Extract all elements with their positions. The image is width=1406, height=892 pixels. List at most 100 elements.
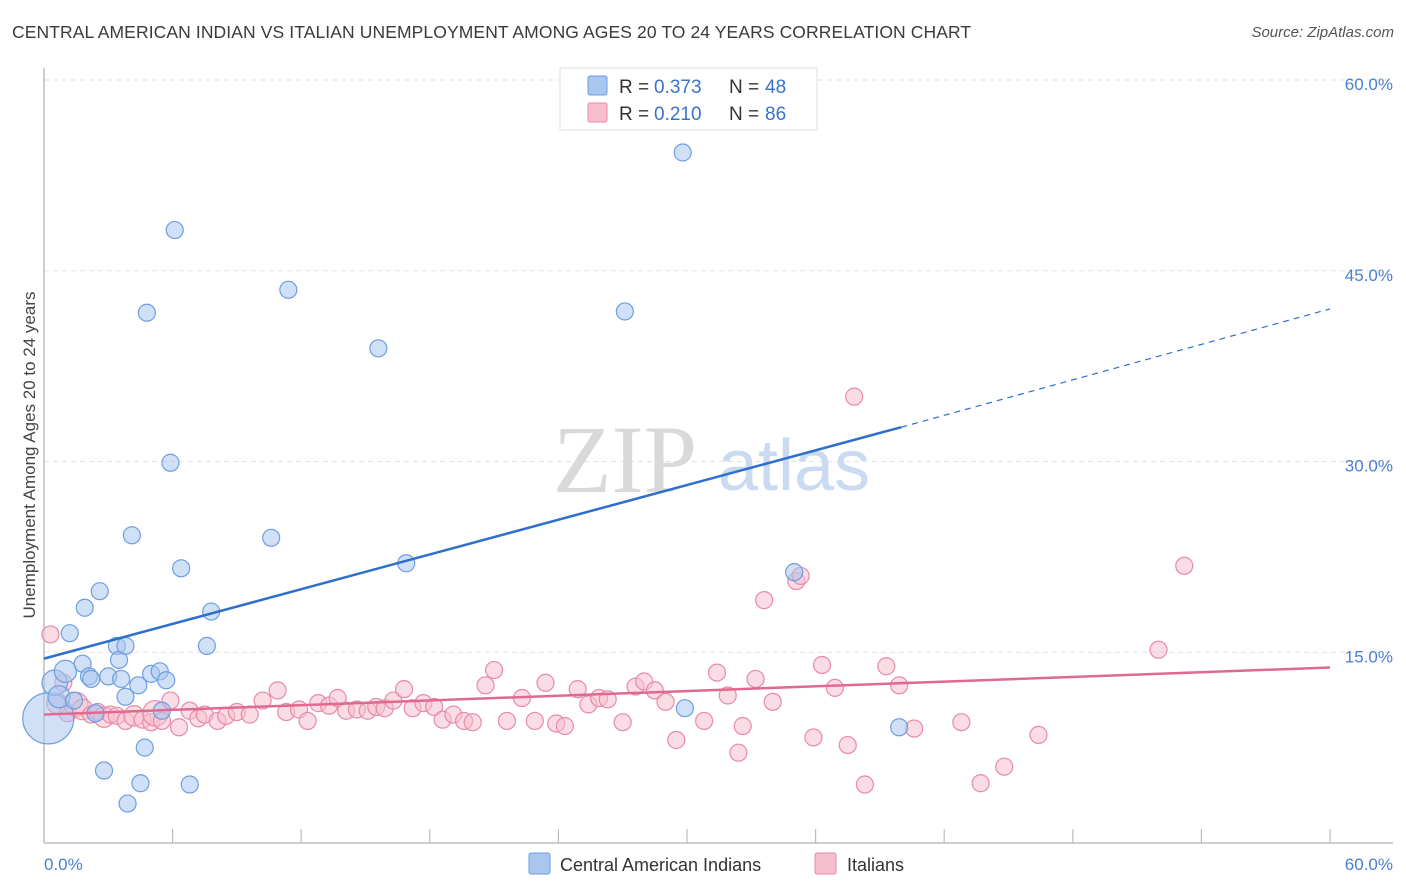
italians-point	[804, 728, 823, 747]
correlation-legend: R = 0.373 N = 48 R = 0.210 N = 86	[559, 67, 818, 131]
italians-point	[667, 730, 686, 750]
italians-point	[812, 655, 832, 675]
y-tick-label: 45.0%	[1345, 266, 1393, 285]
italians-point	[253, 691, 272, 710]
italians-point	[845, 387, 864, 406]
series-label-italians: Italians	[847, 855, 904, 875]
y-tick-labels: 15.0% 30.0% 45.0% 60.0%	[1345, 75, 1393, 666]
central-american-indians-point	[262, 528, 281, 547]
legend-n-label-blue: N =	[729, 77, 759, 98]
source-note: Source: ZipAtlas.com	[1251, 24, 1394, 41]
italians-point	[485, 660, 504, 680]
italians-point	[733, 716, 752, 736]
italians-point	[525, 711, 544, 731]
italians-point	[838, 735, 857, 755]
central-american-indians-point	[673, 143, 692, 162]
italians-point	[463, 713, 482, 732]
series-swatch-central-american-indians	[528, 852, 551, 875]
legend-n-label-pink: N =	[729, 104, 759, 125]
trend-lines	[43, 308, 1331, 716]
italians-point	[41, 625, 60, 644]
italians-point	[476, 676, 495, 695]
central-american-indians-point	[116, 687, 135, 706]
legend-swatch-blue	[587, 75, 608, 96]
italians-point	[240, 705, 259, 724]
x-axis-ticks	[172, 829, 1331, 843]
central-american-indians-point	[180, 775, 199, 794]
legend-n-value-pink: 86	[765, 104, 786, 125]
italians-point	[995, 757, 1014, 776]
italians-point	[825, 678, 844, 697]
central-american-indians-point	[60, 624, 79, 643]
x-tick-label-max: 60.0%	[1345, 855, 1393, 874]
legend-n-value-blue: 48	[765, 77, 786, 98]
italians-points	[41, 387, 1194, 794]
italians-point	[1029, 725, 1048, 745]
watermark-zip: ZIP	[553, 406, 697, 513]
italians-point	[394, 680, 414, 699]
series-label-central-american-indians: Central American Indians	[560, 855, 761, 875]
central-american-indians-point	[675, 699, 694, 718]
trend-line-central-american-indians	[43, 425, 902, 660]
trend-line-italians	[43, 666, 1331, 716]
central-american-indians-points	[22, 143, 909, 813]
central-american-indians-point	[116, 636, 135, 655]
central-american-indians-point	[165, 220, 184, 240]
x-tick-label-min: 0.0%	[44, 855, 83, 874]
italians-point	[656, 692, 675, 711]
italians-point	[695, 711, 714, 731]
italians-point	[298, 711, 317, 731]
y-tick-label: 30.0%	[1345, 457, 1393, 476]
central-american-indians-point	[122, 526, 141, 545]
italians-point	[1175, 556, 1194, 575]
italians-point	[497, 711, 517, 731]
central-american-indians-point	[94, 761, 114, 780]
central-american-indians-point	[129, 676, 148, 695]
italians-point	[536, 673, 555, 692]
central-american-indians-point	[90, 582, 109, 601]
legend-r-value-pink: 0.210	[654, 104, 702, 125]
central-american-indians-point	[161, 453, 180, 472]
italians-point	[328, 688, 347, 708]
italians-point	[169, 718, 189, 737]
italians-point	[613, 713, 632, 732]
italians-point	[568, 680, 587, 699]
central-american-indians-point	[197, 636, 216, 655]
y-axis-title: Unemployment Among Ages 20 to 24 years	[20, 292, 39, 619]
central-american-indians-point	[53, 659, 78, 683]
italians-point	[707, 663, 727, 682]
central-american-indians-point	[135, 738, 154, 757]
central-american-indians-point	[82, 669, 101, 689]
legend-r-label-pink: R =	[619, 104, 649, 125]
chart-title: CENTRAL AMERICAN INDIAN VS ITALIAN UNEMP…	[12, 22, 972, 42]
italians-point	[890, 676, 909, 695]
italians-point	[555, 716, 574, 736]
central-american-indians-point	[112, 669, 131, 689]
y-tick-label: 15.0%	[1345, 647, 1393, 666]
italians-point	[746, 669, 765, 689]
central-american-indians-point	[785, 563, 804, 582]
italians-point	[763, 692, 782, 711]
italians-point	[755, 591, 774, 610]
central-american-indians-point	[279, 280, 298, 299]
y-tick-label: 60.0%	[1345, 75, 1393, 94]
central-american-indians-point	[137, 303, 156, 322]
central-american-indians-point	[64, 691, 84, 710]
series-swatch-italians	[814, 852, 837, 875]
legend-r-value-blue: 0.373	[654, 77, 702, 98]
central-american-indians-point	[75, 598, 94, 617]
central-american-indians-point	[615, 302, 634, 321]
italians-point	[877, 657, 896, 676]
legend-swatch-pink	[587, 102, 608, 123]
central-american-indians-point	[369, 339, 388, 358]
central-american-indians-point	[157, 671, 176, 690]
italians-point	[952, 713, 971, 732]
italians-point	[1149, 640, 1168, 659]
italians-point	[718, 686, 737, 705]
series-legend: Central American Indians Italians	[528, 852, 904, 875]
italians-point	[855, 775, 874, 794]
italians-point	[729, 743, 748, 762]
central-american-indians-point	[118, 794, 137, 813]
legend-r-label-blue: R =	[619, 77, 649, 98]
